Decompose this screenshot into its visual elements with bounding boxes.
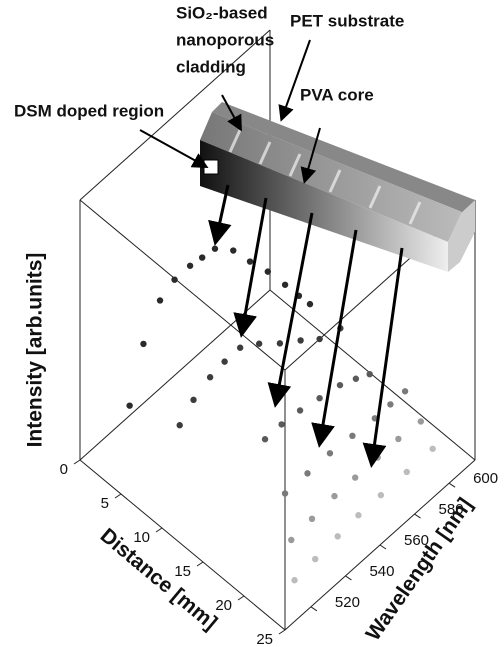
point	[291, 577, 297, 583]
x-tick-label: 20	[215, 597, 232, 614]
z-axis-label: Intensity [arb.units]	[24, 253, 47, 448]
point	[378, 492, 384, 498]
x-tick	[197, 562, 203, 566]
point	[126, 402, 132, 408]
point	[278, 421, 284, 427]
box-edge	[80, 290, 270, 460]
x-tick	[156, 528, 162, 532]
chart: 0510152025520540560580600 SiO₂-based nan…	[0, 0, 504, 647]
point	[288, 537, 294, 543]
annotation: SiO₂-based	[176, 3, 268, 22]
point	[349, 433, 355, 439]
doped-region	[204, 160, 218, 174]
point	[297, 407, 303, 413]
point	[297, 337, 303, 343]
point	[221, 358, 227, 364]
point	[395, 436, 401, 442]
point	[309, 516, 315, 522]
point	[404, 469, 410, 475]
annotation: DSM doped region	[14, 101, 164, 120]
point	[429, 446, 435, 452]
point	[334, 533, 340, 539]
point	[187, 263, 193, 269]
point	[352, 474, 358, 480]
point	[316, 395, 322, 401]
point	[212, 246, 218, 252]
point	[304, 470, 310, 476]
point	[307, 301, 313, 307]
point	[366, 371, 372, 377]
points	[126, 246, 435, 584]
x-tick-label: 5	[101, 495, 109, 512]
point	[387, 401, 393, 407]
point	[256, 341, 262, 347]
point	[265, 268, 271, 274]
annotation: nanoporous	[176, 30, 274, 49]
y-tick	[415, 514, 421, 518]
y-tick	[449, 483, 455, 487]
x-tick	[238, 596, 244, 600]
x-tick-label: 15	[174, 563, 191, 580]
point	[140, 341, 146, 347]
y-tick	[380, 545, 386, 549]
y-tick-label: 540	[369, 563, 394, 580]
point	[262, 436, 268, 442]
waveguide	[200, 102, 475, 272]
y-tick	[311, 607, 317, 611]
point	[171, 276, 177, 282]
annotation: cladding	[176, 57, 246, 76]
point	[282, 282, 288, 288]
point	[374, 454, 380, 460]
point	[327, 450, 333, 456]
point	[177, 422, 183, 428]
point	[316, 336, 322, 342]
x-axis-label: Distance [mm]	[96, 524, 222, 635]
point	[331, 493, 337, 499]
box-edge	[80, 200, 285, 370]
point	[199, 254, 205, 260]
point	[157, 297, 163, 303]
annotation: PET substrate	[290, 11, 404, 30]
point	[355, 512, 361, 518]
y-tick-label: 520	[335, 594, 360, 611]
point	[337, 382, 343, 388]
point	[237, 345, 243, 351]
point	[282, 490, 288, 496]
x-tick	[115, 494, 121, 498]
x-tick	[74, 460, 80, 464]
point	[418, 418, 424, 424]
y-tick-label: 600	[473, 470, 498, 487]
page: 0510152025520540560580600 SiO₂-based nan…	[0, 0, 504, 647]
point	[277, 340, 283, 346]
point	[190, 397, 196, 403]
point	[207, 374, 213, 380]
point	[247, 258, 253, 264]
point	[353, 376, 359, 382]
x-tick-label: 10	[133, 529, 150, 546]
point	[230, 247, 236, 253]
x-tick-label: 0	[60, 461, 68, 478]
x-tick-label: 25	[256, 631, 273, 647]
x-tick	[279, 630, 285, 634]
y-tick	[345, 576, 351, 580]
point	[402, 388, 408, 394]
annotation: PVA core	[300, 85, 374, 104]
point	[312, 556, 318, 562]
